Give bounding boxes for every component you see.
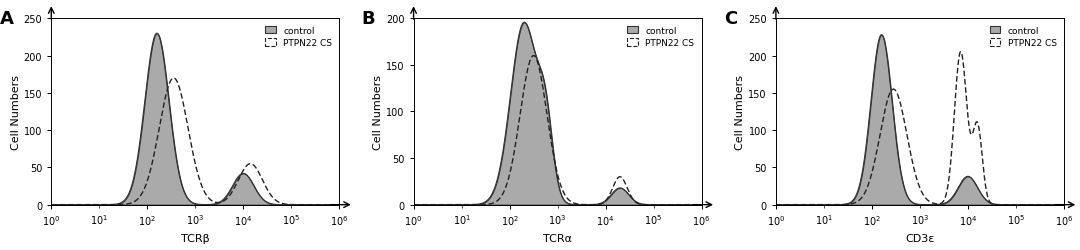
Legend: control, PTPN22 CS: control, PTPN22 CS: [987, 24, 1059, 51]
X-axis label: TCRα: TCRα: [543, 233, 572, 243]
Text: A: A: [0, 10, 13, 28]
X-axis label: TCRβ: TCRβ: [181, 233, 210, 243]
Y-axis label: Cell Numbers: Cell Numbers: [735, 75, 745, 150]
Legend: control, PTPN22 CS: control, PTPN22 CS: [262, 24, 335, 51]
Text: B: B: [362, 10, 376, 28]
Legend: control, PTPN22 CS: control, PTPN22 CS: [624, 24, 697, 51]
Text: C: C: [724, 10, 738, 28]
Y-axis label: Cell Numbers: Cell Numbers: [11, 75, 21, 150]
X-axis label: CD3ε: CD3ε: [905, 233, 934, 243]
Y-axis label: Cell Numbers: Cell Numbers: [374, 75, 383, 150]
